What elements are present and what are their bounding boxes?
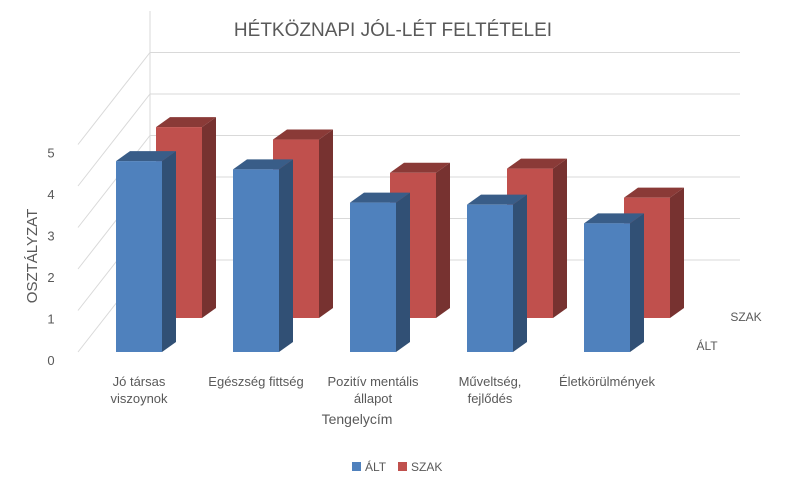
legend-swatch <box>398 462 407 471</box>
y-axis-label: OSZTÁLYZAT <box>24 209 41 303</box>
chart-title: HÉTKÖZNAPI JÓL-LÉT FELTÉTELEI <box>234 19 552 41</box>
bar-side <box>513 194 527 352</box>
bar-top <box>507 158 567 169</box>
bar-ált-0 <box>116 151 176 352</box>
y-tick-label: 3 <box>47 229 54 244</box>
x-tick-labels: Jó társas viszoynok Egészség fittség Pozití… <box>110 374 655 406</box>
depth-axis-labels: ÁLT SZAK <box>696 310 761 353</box>
bar-ált-4 <box>584 213 644 352</box>
legend: ÁLT SZAK <box>352 459 442 474</box>
bar-top <box>273 129 333 140</box>
bar-top <box>156 117 216 128</box>
bar-side <box>436 162 450 318</box>
bar-front <box>116 161 162 352</box>
x-tick-label: Jó társas viszoynok <box>110 374 168 406</box>
bar-side <box>319 129 333 318</box>
bar-side <box>162 151 176 352</box>
bar-side <box>396 192 410 352</box>
bar-side <box>630 213 644 352</box>
x-tick-label: Pozitív mentális állapot <box>327 374 419 406</box>
bar-side <box>670 187 684 318</box>
bar-top <box>584 213 644 224</box>
bar-front <box>584 223 630 352</box>
bars <box>116 117 684 352</box>
depth-axis-label: ÁLT <box>696 338 718 353</box>
legend-item-ált: ÁLT <box>352 459 387 474</box>
bar-top <box>390 162 450 173</box>
y-tick-label: 4 <box>47 187 54 202</box>
bar-front <box>350 202 396 352</box>
legend-label: SZAK <box>411 460 442 474</box>
legend-label: ÁLT <box>365 459 387 474</box>
legend-swatch <box>352 462 361 471</box>
y-tick-labels: 0 1 2 3 4 5 <box>47 146 54 369</box>
bar-side <box>202 117 216 318</box>
x-axis-label: Tengelycím <box>322 411 393 427</box>
y-tick-label: 0 <box>47 353 54 368</box>
bar-ált-3 <box>467 194 527 352</box>
x-tick-label: Életkörülmények <box>559 374 656 389</box>
bar-top <box>233 159 293 170</box>
bar-front <box>233 169 279 352</box>
x-tick-label: Műveltség, fejlődés <box>459 374 522 406</box>
bar-top <box>116 151 176 162</box>
bar-front <box>467 204 513 352</box>
y-tick-label: 5 <box>47 146 54 161</box>
legend-item-szak: SZAK <box>398 460 442 474</box>
bar-side <box>553 158 567 318</box>
bar-ált-2 <box>350 192 410 352</box>
depth-axis-label: SZAK <box>730 310 761 324</box>
y-tick-label: 2 <box>47 270 54 285</box>
bar-side <box>279 159 293 352</box>
bar-top <box>624 187 684 198</box>
bar-top <box>467 194 527 205</box>
x-tick-label: Egészség fittség <box>208 374 303 389</box>
bar-ált-1 <box>233 159 293 352</box>
y-tick-label: 1 <box>47 312 54 327</box>
bar-top <box>350 192 410 203</box>
